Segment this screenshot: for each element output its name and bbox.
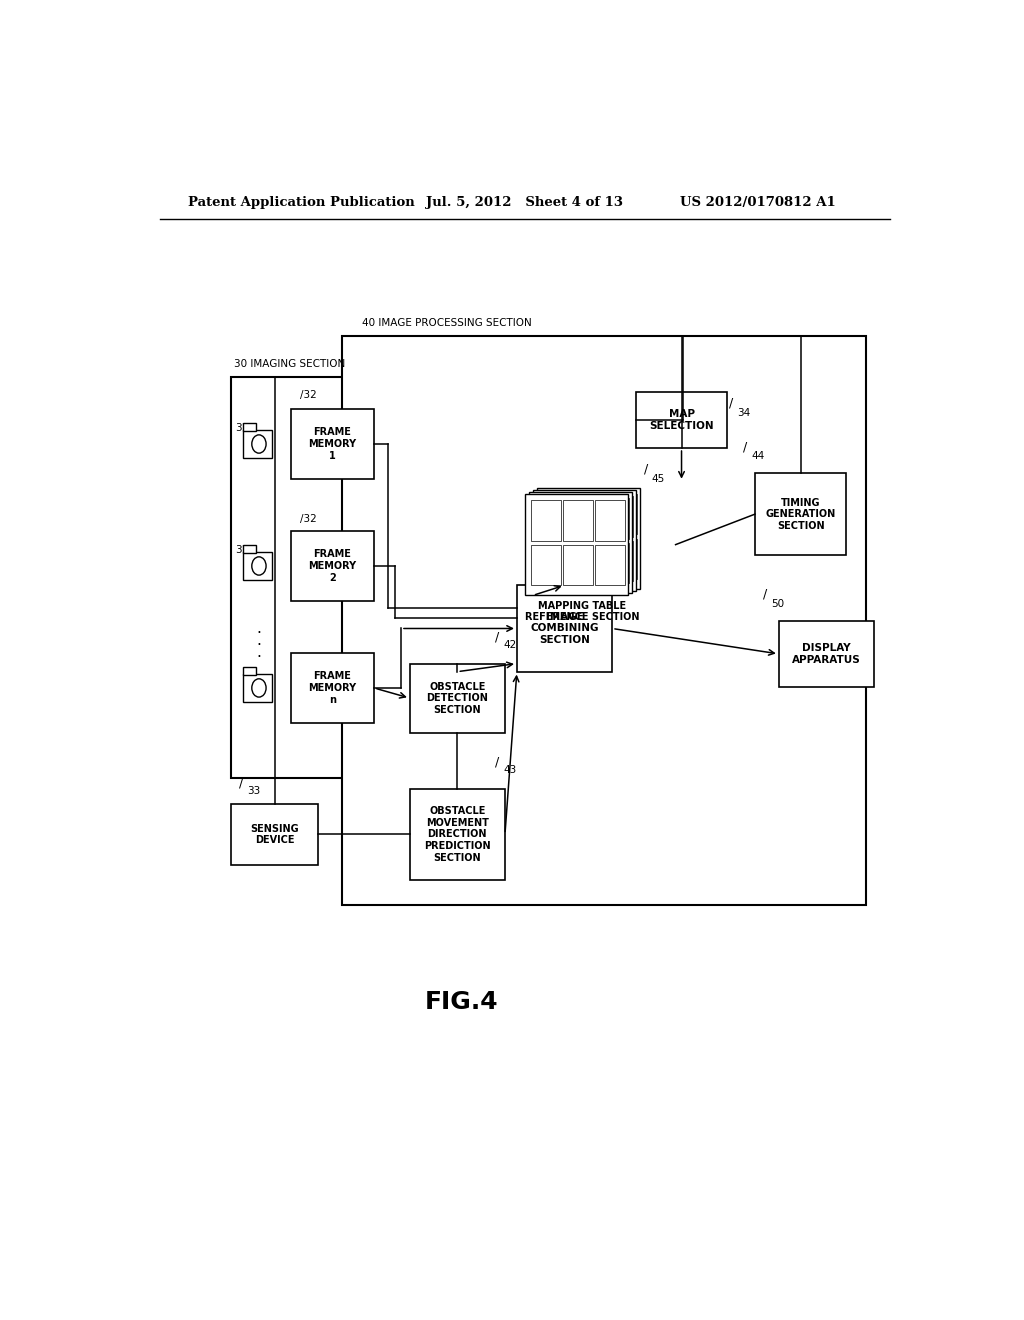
Text: Patent Application Publication: Patent Application Publication (187, 195, 415, 209)
Circle shape (252, 557, 266, 576)
Bar (574, 494, 605, 535)
Bar (291, 409, 374, 479)
Bar (291, 653, 374, 722)
Bar (231, 378, 386, 779)
Text: 44: 44 (751, 451, 764, 461)
Bar (410, 788, 505, 880)
Text: FIG.4: FIG.4 (425, 990, 498, 1014)
Bar (599, 543, 629, 583)
Text: 31: 31 (236, 545, 249, 554)
Bar (595, 545, 625, 585)
Bar (524, 494, 628, 595)
Text: 40 IMAGE PROCESSING SECTION: 40 IMAGE PROCESSING SECTION (362, 318, 531, 329)
Bar (410, 664, 505, 733)
Text: 34: 34 (736, 408, 750, 418)
Bar (291, 532, 374, 601)
Bar (636, 392, 727, 447)
Text: ·: · (256, 638, 261, 653)
Text: 30 IMAGING SECTION: 30 IMAGING SECTION (233, 359, 345, 368)
Text: /: / (743, 440, 748, 453)
Text: US 2012/0170812 A1: US 2012/0170812 A1 (680, 195, 836, 209)
Bar (531, 545, 561, 585)
Text: /: / (496, 755, 500, 768)
Bar (567, 498, 597, 539)
Text: MAPPING TABLE
REFERENCE SECTION: MAPPING TABLE REFERENCE SECTION (524, 601, 639, 622)
Text: /: / (240, 776, 244, 789)
Bar (532, 490, 636, 591)
Bar (567, 543, 597, 583)
Text: 41: 41 (549, 557, 562, 568)
Bar (778, 620, 873, 686)
Text: /32: /32 (300, 515, 317, 524)
Bar (543, 494, 573, 535)
Bar (543, 539, 573, 579)
Bar (243, 552, 271, 581)
Text: OBSTACLE
DETECTION
SECTION: OBSTACLE DETECTION SECTION (426, 681, 488, 714)
Bar (563, 500, 593, 541)
Bar (606, 494, 637, 535)
Bar (599, 498, 629, 539)
Bar (606, 539, 637, 579)
Text: FRAME
MEMORY
2: FRAME MEMORY 2 (308, 549, 356, 582)
Bar (231, 804, 318, 865)
Bar (536, 543, 565, 583)
Text: ·: · (256, 649, 261, 665)
Bar (563, 545, 593, 585)
Bar (755, 474, 846, 554)
Text: FRAME
MEMORY
1: FRAME MEMORY 1 (308, 428, 356, 461)
Text: ·: · (256, 626, 261, 640)
Bar (537, 487, 640, 589)
Bar (602, 496, 633, 536)
Text: /: / (496, 630, 500, 643)
Text: 43: 43 (504, 766, 517, 775)
Text: 33: 33 (247, 785, 260, 796)
Bar (243, 430, 271, 458)
Bar (570, 541, 601, 581)
Bar (517, 585, 612, 672)
Bar (243, 667, 256, 675)
Text: /: / (729, 397, 733, 411)
Text: MAP
SELECTION: MAP SELECTION (649, 409, 714, 430)
Text: FRAME
MEMORY
n: FRAME MEMORY n (308, 672, 356, 705)
Text: /: / (644, 462, 648, 475)
Text: 45: 45 (652, 474, 665, 483)
Text: DISPLAY
APPARATUS: DISPLAY APPARATUS (792, 643, 861, 665)
Bar (243, 673, 271, 702)
Bar (243, 422, 256, 430)
Bar (531, 500, 561, 541)
Bar (595, 500, 625, 541)
Circle shape (252, 434, 266, 453)
Bar (574, 539, 605, 579)
Text: 42: 42 (504, 640, 517, 651)
Text: 50: 50 (771, 599, 784, 609)
Text: /32: /32 (300, 391, 317, 400)
Bar (528, 492, 632, 594)
Bar (536, 498, 565, 539)
Bar (539, 541, 569, 581)
Circle shape (252, 678, 266, 697)
Text: SENSING
DEVICE: SENSING DEVICE (251, 824, 299, 845)
Bar (602, 541, 633, 581)
Bar (570, 496, 601, 536)
Text: 31: 31 (236, 422, 249, 433)
Bar (243, 545, 256, 553)
Text: Jul. 5, 2012   Sheet 4 of 13: Jul. 5, 2012 Sheet 4 of 13 (426, 195, 623, 209)
Text: OBSTACLE
MOVEMENT
DIRECTION
PREDICTION
SECTION: OBSTACLE MOVEMENT DIRECTION PREDICTION S… (424, 807, 490, 862)
Text: /: / (541, 546, 545, 560)
Bar (539, 496, 569, 536)
Text: TIMING
GENERATION
SECTION: TIMING GENERATION SECTION (766, 498, 836, 531)
Text: /: / (763, 587, 767, 601)
Text: IMAGE
COMBINING
SECTION: IMAGE COMBINING SECTION (530, 612, 599, 645)
Bar (342, 337, 866, 906)
